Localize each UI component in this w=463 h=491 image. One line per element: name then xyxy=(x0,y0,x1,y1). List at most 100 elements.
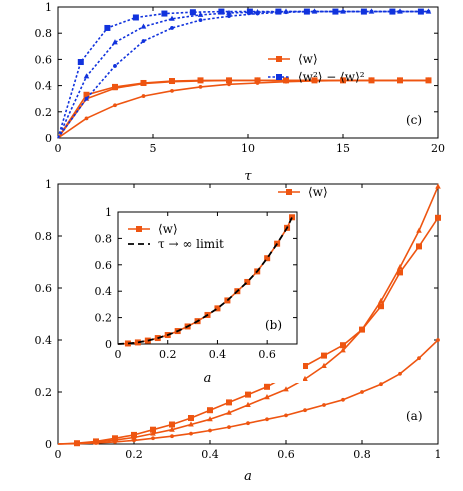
data-point xyxy=(379,382,383,387)
y-tick-label: 0.4 xyxy=(35,80,53,93)
series-line xyxy=(57,10,429,139)
panel-b: 0 0.2 0.4 0.6 0 0.2 0.4 0.6 0.8 1 a (b) ⟨w⟩τ → ∞ lim… xyxy=(95,206,303,386)
x-tick-label: 0.4 xyxy=(209,348,227,361)
data-point xyxy=(341,9,345,14)
data-point xyxy=(265,417,269,422)
data-point xyxy=(436,338,440,342)
panel-c: 0 5 10 15 20 0 0.2 0.4 0.6 0.8 1 τ (c) ⟨w⟩ ⟨w²⟩ − ⟨w⟩² xyxy=(35,1,446,184)
data-point xyxy=(207,416,213,422)
panel-a: 0 0.2 0.4 0.6 0.8 1 0 0.2 0.4 0.6 0.8 1 a (a) ⟨w⟩ xyxy=(35,178,442,484)
x-axis-label: a xyxy=(244,469,252,484)
data-point xyxy=(312,9,317,14)
data-point xyxy=(284,413,288,418)
y-tick-label: 0 xyxy=(45,438,52,451)
data-point xyxy=(189,431,193,436)
data-point xyxy=(94,441,98,445)
x-tick-label: 0 xyxy=(55,142,62,155)
data-point xyxy=(359,326,365,332)
data-point xyxy=(245,401,251,407)
data-point xyxy=(303,408,307,413)
data-point xyxy=(246,8,253,15)
y-tick-label: 0.2 xyxy=(95,312,113,325)
data-point xyxy=(189,9,196,16)
x-tick-label: 5 xyxy=(150,142,157,155)
data-point xyxy=(360,390,364,394)
data-point xyxy=(141,39,146,43)
data-point xyxy=(112,39,118,45)
data-point xyxy=(416,227,422,233)
data-point xyxy=(112,85,118,91)
data-point xyxy=(254,77,261,83)
axes-frame xyxy=(57,183,439,445)
y-tick-label: 0 xyxy=(45,132,52,145)
axes-frame xyxy=(117,211,298,345)
data-point xyxy=(322,403,326,407)
data-point xyxy=(226,9,232,15)
y-tick-label: 1 xyxy=(45,178,52,191)
data-point xyxy=(132,14,139,21)
data-point xyxy=(312,79,317,83)
data-point xyxy=(113,64,117,68)
data-point xyxy=(264,255,271,262)
data-point xyxy=(283,386,289,392)
data-point xyxy=(264,394,270,400)
x-tick-label: 15 xyxy=(336,142,350,155)
x-tick-label: 0 xyxy=(115,348,122,361)
data-point xyxy=(246,421,250,426)
data-point xyxy=(141,94,146,98)
data-point xyxy=(341,78,345,83)
data-point xyxy=(284,10,288,15)
y-tick-label: 0.6 xyxy=(95,259,113,272)
panel-label: (a) xyxy=(406,409,423,423)
y-tick-label: 1 xyxy=(45,1,52,14)
data-point xyxy=(124,340,131,347)
data-point xyxy=(170,434,174,439)
x-tick-label: 0.2 xyxy=(159,348,177,361)
data-point xyxy=(218,8,225,15)
data-point xyxy=(398,78,402,83)
data-point xyxy=(226,409,232,415)
x-axis-label: a xyxy=(204,371,212,386)
data-point xyxy=(113,103,117,108)
data-point xyxy=(398,9,402,14)
data-point xyxy=(169,426,175,432)
x-tick-label: 0 xyxy=(55,448,62,461)
data-point xyxy=(397,269,403,276)
data-point xyxy=(151,436,155,441)
series-line xyxy=(57,79,429,139)
data-point xyxy=(255,11,260,16)
x-tick-label: 0.2 xyxy=(125,448,143,461)
data-point xyxy=(426,9,431,14)
x-tick-label: 0.4 xyxy=(201,448,219,461)
data-point xyxy=(369,78,374,83)
data-point xyxy=(284,79,288,84)
data-point xyxy=(321,362,327,368)
y-tick-label: 0.2 xyxy=(35,386,53,399)
data-point xyxy=(340,347,346,353)
x-axis-label: τ xyxy=(244,169,252,184)
y-tick-label: 0.4 xyxy=(35,334,53,347)
data-point xyxy=(75,441,79,446)
data-point xyxy=(197,77,204,84)
legend-label: ⟨w²⟩ − ⟨w⟩² xyxy=(298,70,365,84)
data-point xyxy=(340,342,346,349)
x-tick-label: 0.6 xyxy=(258,348,276,361)
data-point xyxy=(341,397,345,402)
legend-marker xyxy=(276,56,282,62)
x-tick-label: 0.6 xyxy=(277,448,295,461)
data-point xyxy=(255,81,260,85)
legend-label: τ → ∞ limit xyxy=(158,237,224,251)
y-tick-label: 1 xyxy=(105,206,112,219)
data-point xyxy=(77,59,84,66)
data-point xyxy=(198,85,203,89)
data-point xyxy=(378,303,384,310)
series-line xyxy=(57,10,421,139)
y-tick-label: 0.8 xyxy=(35,27,53,40)
data-point xyxy=(397,264,403,270)
x-tick-label: 0.8 xyxy=(353,448,371,461)
data-point xyxy=(321,352,327,359)
y-tick-label: 0.8 xyxy=(95,232,113,245)
panel-label: (c) xyxy=(406,113,422,127)
series-line xyxy=(57,10,429,139)
data-point xyxy=(378,297,384,303)
